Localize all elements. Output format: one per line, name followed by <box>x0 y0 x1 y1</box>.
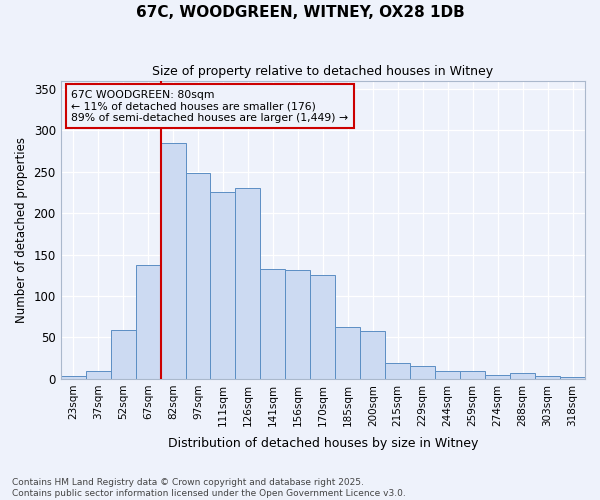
Bar <box>286 270 310 379</box>
Bar <box>485 375 510 379</box>
Bar <box>260 268 286 379</box>
Bar <box>385 363 410 379</box>
Y-axis label: Number of detached properties: Number of detached properties <box>15 136 28 322</box>
Bar <box>185 174 211 379</box>
X-axis label: Distribution of detached houses by size in Witney: Distribution of detached houses by size … <box>167 437 478 450</box>
Bar <box>136 266 161 379</box>
Bar <box>61 376 86 379</box>
Bar <box>460 372 485 379</box>
Bar <box>211 192 235 379</box>
Bar <box>560 377 585 379</box>
Bar <box>410 366 435 379</box>
Bar <box>535 376 560 379</box>
Bar <box>510 373 535 379</box>
Text: Contains HM Land Registry data © Crown copyright and database right 2025.
Contai: Contains HM Land Registry data © Crown c… <box>12 478 406 498</box>
Bar <box>161 142 185 379</box>
Bar <box>86 370 110 379</box>
Bar <box>235 188 260 379</box>
Bar <box>360 331 385 379</box>
Bar <box>335 326 360 379</box>
Bar <box>310 276 335 379</box>
Text: 67C, WOODGREEN, WITNEY, OX28 1DB: 67C, WOODGREEN, WITNEY, OX28 1DB <box>136 5 464 20</box>
Title: Size of property relative to detached houses in Witney: Size of property relative to detached ho… <box>152 65 493 78</box>
Bar <box>110 330 136 379</box>
Bar <box>435 372 460 379</box>
Text: 67C WOODGREEN: 80sqm
← 11% of detached houses are smaller (176)
89% of semi-deta: 67C WOODGREEN: 80sqm ← 11% of detached h… <box>71 90 348 122</box>
